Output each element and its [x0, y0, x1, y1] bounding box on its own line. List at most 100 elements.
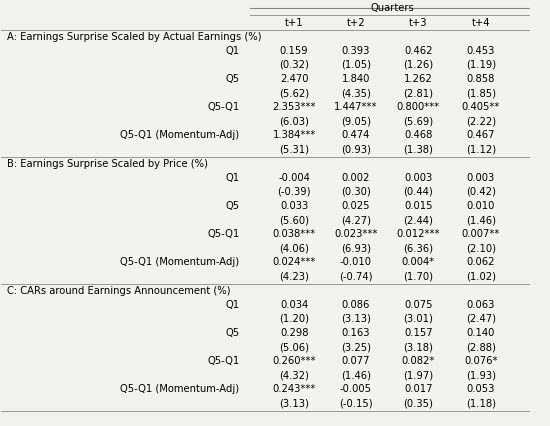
- Text: 0.002: 0.002: [342, 173, 370, 183]
- Text: (6.93): (6.93): [341, 243, 371, 253]
- Text: 0.010: 0.010: [466, 201, 495, 211]
- Text: (5.62): (5.62): [279, 88, 309, 98]
- Text: 0.025: 0.025: [342, 201, 370, 211]
- Text: (2.81): (2.81): [403, 88, 433, 98]
- Text: (9.05): (9.05): [341, 116, 371, 126]
- Text: B: Earnings Surprise Scaled by Price (%): B: Earnings Surprise Scaled by Price (%): [7, 158, 208, 169]
- Text: (1.93): (1.93): [466, 370, 496, 380]
- Text: 1.384***: 1.384***: [272, 130, 316, 141]
- Text: (-0.39): (-0.39): [277, 187, 311, 197]
- Text: 0.163: 0.163: [342, 328, 370, 338]
- Text: (1.26): (1.26): [403, 60, 433, 70]
- Text: (0.30): (0.30): [341, 187, 371, 197]
- Text: 0.053: 0.053: [466, 384, 495, 394]
- Text: 0.453: 0.453: [466, 46, 495, 56]
- Text: 0.140: 0.140: [466, 328, 495, 338]
- Text: -0.005: -0.005: [340, 384, 372, 394]
- Text: Q5-Q1 (Momentum-Adj): Q5-Q1 (Momentum-Adj): [120, 130, 239, 141]
- Text: (1.85): (1.85): [466, 88, 496, 98]
- Text: -0.004: -0.004: [278, 173, 310, 183]
- Text: 0.405**: 0.405**: [461, 102, 500, 112]
- Text: (5.31): (5.31): [279, 144, 309, 155]
- Text: (2.22): (2.22): [466, 116, 496, 126]
- Text: 0.260***: 0.260***: [272, 356, 316, 366]
- Text: (5.60): (5.60): [279, 215, 309, 225]
- Text: 0.012***: 0.012***: [397, 229, 440, 239]
- Text: (0.35): (0.35): [404, 398, 433, 409]
- Text: t+1: t+1: [285, 17, 304, 28]
- Text: 0.800***: 0.800***: [397, 102, 440, 112]
- Text: (-0.74): (-0.74): [339, 271, 373, 282]
- Text: 0.077: 0.077: [342, 356, 370, 366]
- Text: 0.003: 0.003: [466, 173, 495, 183]
- Text: 0.062: 0.062: [466, 257, 495, 268]
- Text: (1.46): (1.46): [341, 370, 371, 380]
- Text: (6.03): (6.03): [279, 116, 309, 126]
- Text: 0.298: 0.298: [280, 328, 309, 338]
- Text: 0.076*: 0.076*: [464, 356, 498, 366]
- Text: (4.32): (4.32): [279, 370, 309, 380]
- Text: (1.05): (1.05): [341, 60, 371, 70]
- Text: (3.01): (3.01): [404, 314, 433, 324]
- Text: (2.88): (2.88): [466, 342, 496, 352]
- Text: 0.024***: 0.024***: [272, 257, 316, 268]
- Text: Q1: Q1: [226, 173, 239, 183]
- Text: (1.70): (1.70): [403, 271, 433, 282]
- Text: 0.004*: 0.004*: [402, 257, 435, 268]
- Text: (0.93): (0.93): [341, 144, 371, 155]
- Text: 0.462: 0.462: [404, 46, 433, 56]
- Text: 0.243***: 0.243***: [272, 384, 316, 394]
- Text: 0.063: 0.063: [466, 300, 495, 310]
- Text: (1.97): (1.97): [403, 370, 433, 380]
- Text: t+3: t+3: [409, 17, 427, 28]
- Text: Quarters: Quarters: [371, 3, 415, 14]
- Text: Q5-Q1: Q5-Q1: [207, 356, 239, 366]
- Text: 2.353***: 2.353***: [272, 102, 316, 112]
- Text: (3.18): (3.18): [404, 342, 433, 352]
- Text: 2.470: 2.470: [280, 74, 309, 84]
- Text: 1.262: 1.262: [404, 74, 433, 84]
- Text: (1.19): (1.19): [466, 60, 496, 70]
- Text: Q1: Q1: [226, 46, 239, 56]
- Text: (4.35): (4.35): [341, 88, 371, 98]
- Text: (1.18): (1.18): [466, 398, 496, 409]
- Text: 0.007**: 0.007**: [461, 229, 500, 239]
- Text: Q5-Q1: Q5-Q1: [207, 102, 239, 112]
- Text: 0.474: 0.474: [342, 130, 370, 141]
- Text: C: CARs around Earnings Announcement (%): C: CARs around Earnings Announcement (%): [7, 285, 230, 296]
- Text: t+4: t+4: [471, 17, 490, 28]
- Text: (3.25): (3.25): [341, 342, 371, 352]
- Text: (5.69): (5.69): [403, 116, 433, 126]
- Text: (5.06): (5.06): [279, 342, 309, 352]
- Text: 0.467: 0.467: [466, 130, 495, 141]
- Text: (6.36): (6.36): [403, 243, 433, 253]
- Text: 0.468: 0.468: [404, 130, 432, 141]
- Text: (0.42): (0.42): [466, 187, 496, 197]
- Text: Q5: Q5: [226, 201, 239, 211]
- Text: (0.44): (0.44): [404, 187, 433, 197]
- Text: Q5-Q1 (Momentum-Adj): Q5-Q1 (Momentum-Adj): [120, 384, 239, 394]
- Text: 0.033: 0.033: [280, 201, 309, 211]
- Text: 0.858: 0.858: [466, 74, 495, 84]
- Text: 0.159: 0.159: [280, 46, 309, 56]
- Text: 0.003: 0.003: [404, 173, 432, 183]
- Text: (2.47): (2.47): [466, 314, 496, 324]
- Text: (4.27): (4.27): [341, 215, 371, 225]
- Text: (1.20): (1.20): [279, 314, 309, 324]
- Text: (1.12): (1.12): [466, 144, 496, 155]
- Text: Q5-Q1: Q5-Q1: [207, 229, 239, 239]
- Text: 0.017: 0.017: [404, 384, 433, 394]
- Text: A: Earnings Surprise Scaled by Actual Earnings (%): A: Earnings Surprise Scaled by Actual Ea…: [7, 32, 261, 42]
- Text: (2.10): (2.10): [466, 243, 496, 253]
- Text: Q5-Q1 (Momentum-Adj): Q5-Q1 (Momentum-Adj): [120, 257, 239, 268]
- Text: Q1: Q1: [226, 300, 239, 310]
- Text: (4.23): (4.23): [279, 271, 309, 282]
- Text: 0.157: 0.157: [404, 328, 433, 338]
- Text: (1.38): (1.38): [404, 144, 433, 155]
- Text: 0.023***: 0.023***: [334, 229, 378, 239]
- Text: (-0.15): (-0.15): [339, 398, 373, 409]
- Text: (3.13): (3.13): [279, 398, 309, 409]
- Text: (1.46): (1.46): [466, 215, 496, 225]
- Text: 1.840: 1.840: [342, 74, 370, 84]
- Text: 1.447***: 1.447***: [334, 102, 378, 112]
